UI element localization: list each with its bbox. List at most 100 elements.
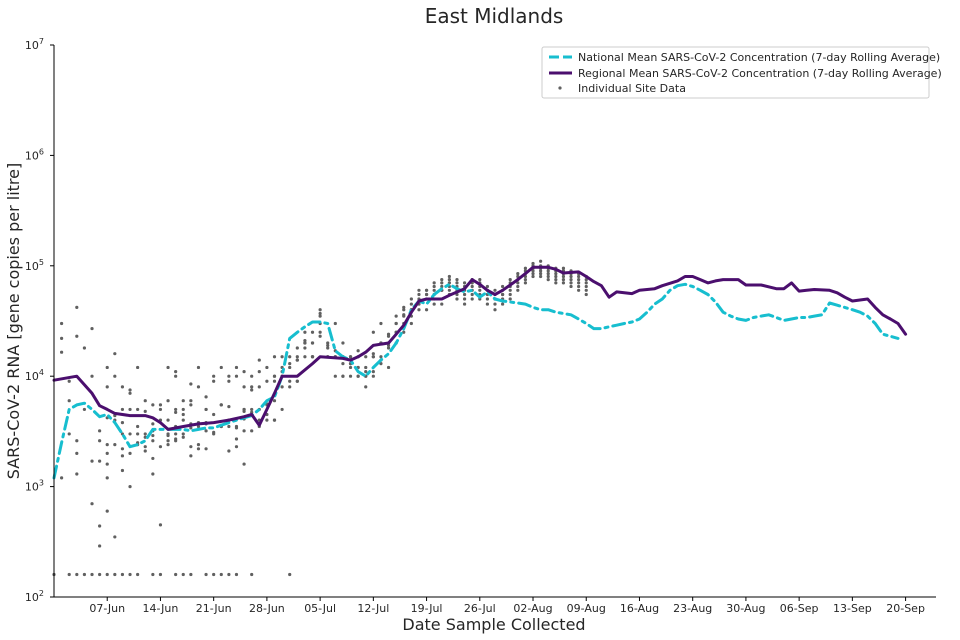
site-data-point [120, 420, 125, 425]
site-data-point [257, 385, 261, 389]
legend-regional-label: Regional Mean SARS-CoV-2 Concentration (… [578, 67, 942, 80]
site-data-point [539, 269, 543, 273]
site-data-point [105, 509, 109, 513]
site-data-point [113, 374, 117, 378]
site-data-point [242, 370, 246, 374]
site-data-point [280, 407, 284, 412]
site-data-point [584, 288, 588, 292]
site-data-point [234, 374, 239, 378]
site-data-point [105, 365, 109, 370]
site-data-point [181, 432, 185, 436]
site-data-point [128, 485, 132, 489]
x-tick-label: 30-Aug [726, 602, 765, 615]
site-data-point [303, 341, 307, 345]
site-data-point [212, 379, 216, 383]
site-data-point [98, 429, 102, 433]
site-data-point [174, 432, 178, 436]
site-data-point [364, 365, 368, 370]
site-data-point [143, 449, 147, 453]
site-data-point [303, 339, 307, 343]
site-data-point [288, 572, 292, 577]
site-data-point [212, 412, 216, 417]
x-tick-label: 14-Jun [143, 602, 179, 615]
site-data-point [166, 439, 170, 443]
site-data-point [447, 274, 451, 279]
site-data-point [60, 321, 64, 326]
site-data-point [478, 277, 482, 282]
site-data-point [250, 407, 254, 412]
site-data-point [364, 355, 368, 359]
site-data-point [136, 365, 140, 370]
site-data-point [75, 451, 79, 455]
site-data-point [288, 379, 292, 383]
site-data-point [128, 407, 132, 412]
site-data-point [386, 332, 391, 336]
site-data-point [409, 297, 413, 301]
site-data-point [82, 346, 87, 350]
site-data-point [67, 432, 71, 436]
site-data-point [120, 385, 125, 389]
site-data-point [120, 447, 125, 451]
site-data-point [485, 297, 489, 301]
site-data-point [166, 418, 170, 422]
site-data-point [75, 439, 79, 443]
site-data-point [508, 292, 512, 297]
site-data-point [234, 572, 239, 577]
site-data-point [234, 426, 239, 430]
legend-national-label: National Mean SARS-CoV-2 Concentration (… [578, 51, 940, 64]
site-data-point [295, 355, 299, 359]
site-data-point [280, 385, 284, 389]
site-data-point [90, 374, 94, 378]
site-data-point [151, 572, 155, 577]
site-data-point [516, 288, 520, 292]
site-data-point [234, 437, 239, 441]
site-data-point [424, 292, 429, 297]
site-data-point [424, 288, 429, 292]
site-data-point [318, 311, 322, 316]
site-data-point [531, 269, 535, 273]
site-data-point [128, 388, 132, 392]
site-data-point [577, 284, 581, 289]
site-data-point [250, 374, 254, 378]
site-data-point [440, 277, 444, 282]
site-data-point [82, 407, 87, 412]
site-data-point [181, 407, 185, 412]
site-data-point [227, 572, 231, 577]
site-data-point [189, 382, 193, 386]
site-data-point [326, 346, 330, 350]
site-data-point [501, 292, 505, 297]
site-data-point [174, 572, 178, 577]
site-data-point [417, 288, 421, 292]
site-data-point [113, 572, 117, 577]
site-data-point [212, 430, 216, 434]
site-data-point [158, 407, 163, 412]
site-data-point [516, 284, 520, 289]
site-data-point [98, 544, 102, 548]
site-data-point [539, 271, 543, 276]
site-data-point [265, 418, 269, 422]
site-data-point [280, 355, 284, 359]
site-data-point [326, 341, 330, 345]
site-data-point [402, 313, 406, 317]
x-tick-label: 20-Sep [886, 602, 925, 615]
site-data-point [120, 454, 125, 458]
site-data-point [75, 334, 79, 338]
site-data-point [196, 365, 201, 370]
site-data-point [462, 297, 467, 301]
site-data-point [348, 374, 353, 378]
site-data-point [166, 365, 170, 370]
site-data-point [455, 297, 459, 301]
site-data-point [174, 439, 178, 443]
site-data-point [143, 432, 147, 436]
site-data-point [189, 426, 193, 430]
site-data-point [470, 292, 474, 297]
site-data-point [166, 443, 170, 447]
y-tick-label: 103 [25, 479, 44, 494]
site-data-point [151, 472, 155, 476]
site-data-point [219, 365, 223, 370]
site-data-point [143, 445, 147, 449]
site-data-point [166, 399, 170, 403]
site-data-point [143, 409, 147, 413]
site-data-point [158, 403, 163, 407]
site-data-point [561, 277, 566, 282]
